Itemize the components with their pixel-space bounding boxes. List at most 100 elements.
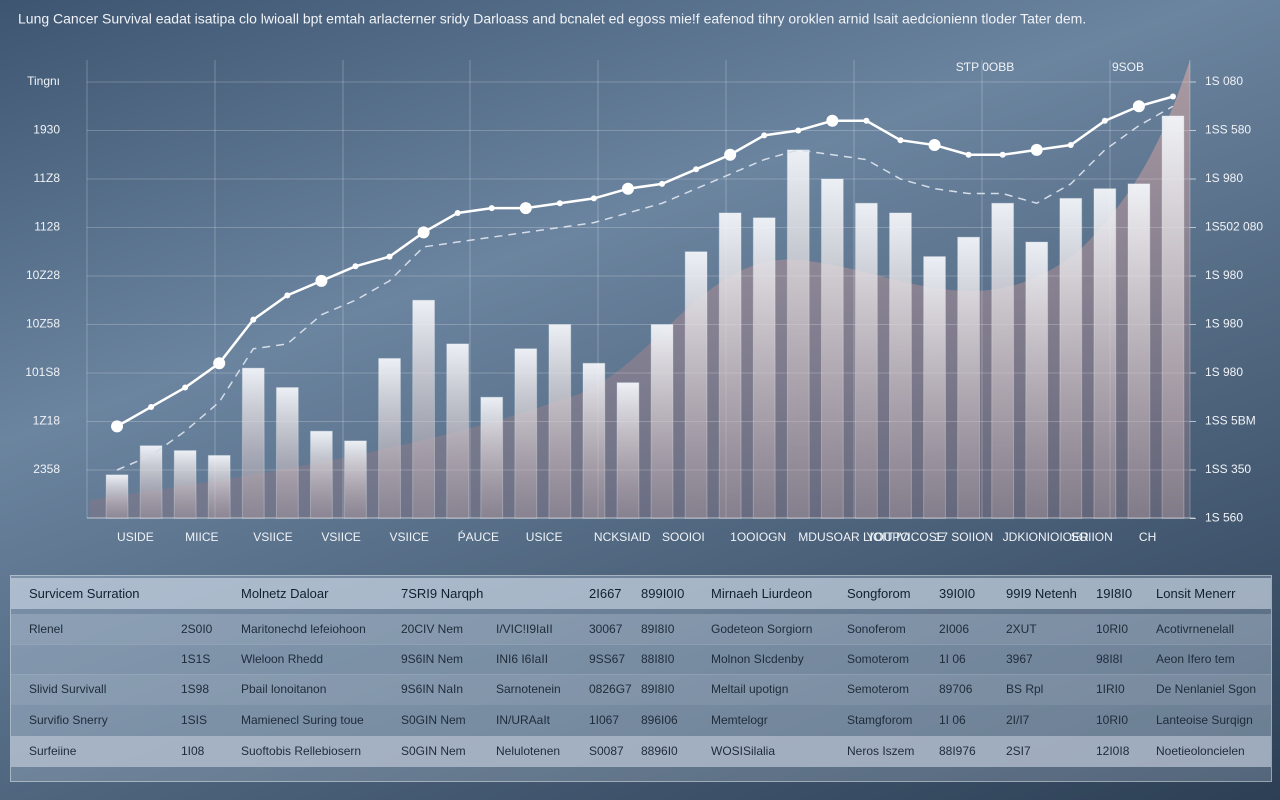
- line-point: [693, 166, 700, 173]
- bar: [820, 178, 844, 519]
- table-cell: 2ΧUT: [1006, 622, 1037, 636]
- bar: [1059, 197, 1083, 519]
- bar: [650, 324, 674, 519]
- table-cell: 1SIS: [181, 713, 208, 727]
- table-cell: Slivid Survivall: [29, 682, 107, 696]
- table-cell: Pbail lonoitanon: [241, 682, 327, 696]
- x-tick-label: MIICE: [185, 530, 218, 544]
- table-cell: 8896I0: [641, 744, 678, 758]
- table-cell: 1I 06: [939, 652, 966, 666]
- y2-tick-label: 1S 980: [1205, 268, 1243, 282]
- x-tick-label: ṔAUCE: [458, 529, 499, 544]
- table-cell: Nelulotenen: [496, 744, 561, 758]
- table-cell: 2I006: [939, 622, 970, 636]
- line-point: [1030, 143, 1043, 156]
- line-point: [250, 316, 257, 323]
- table-cell: 88I8I0: [641, 652, 675, 666]
- table-cell: Maritonechd lefeiohoon: [241, 622, 366, 636]
- line-point: [315, 274, 328, 287]
- y-tick-label: 1128: [34, 220, 60, 234]
- x-tick-label: USIDE: [117, 530, 154, 544]
- bar: [207, 454, 231, 520]
- line-point: [897, 137, 904, 144]
- bar: [105, 474, 129, 520]
- table-cell: 1S98: [181, 682, 210, 696]
- bar: [1127, 183, 1151, 519]
- y-tick-label: 10Z28: [26, 268, 60, 282]
- bar: [1025, 241, 1049, 520]
- y2-tick-label: 1S 980: [1205, 365, 1243, 379]
- y-tick-label: 101S8: [25, 365, 60, 379]
- table-cell: 30067: [589, 622, 623, 636]
- table-row: 1S1S Wleloon Rhedd 9S6IN Nem INI6 I6IaII 9SS…: [11, 644, 1271, 675]
- table-cell: S0GIN Nem: [401, 713, 466, 727]
- y2-tick-label: 1S502 080: [1205, 220, 1263, 234]
- table-row: Survifio Snerry 1SIS Mamienecl Suring toue…: [11, 705, 1271, 736]
- line-point: [386, 253, 393, 260]
- bar: [1161, 115, 1185, 519]
- table-cell: Lonsit Menerr: [1156, 586, 1236, 601]
- line-point: [590, 195, 597, 202]
- bar: [616, 382, 640, 520]
- table-cell: 89I8I0: [641, 622, 675, 636]
- table-cell: Stamgforom: [847, 713, 913, 727]
- x-tick-label: VSIICE: [390, 530, 429, 544]
- table-cell: Noetieoloncielen: [1156, 744, 1245, 758]
- table-cell: 99I9 Netenh: [1006, 586, 1077, 601]
- line-point: [999, 151, 1006, 158]
- table-cell: Memtelogr: [711, 713, 768, 727]
- bar: [275, 387, 299, 519]
- line-point: [761, 132, 768, 139]
- table-cell: 1I08: [181, 744, 205, 758]
- table-cell: Lanteoise Surqign: [1156, 713, 1253, 727]
- chart-title: Lung Cancer Survival eadat isatipa clo l…: [18, 11, 1086, 27]
- line-point: [417, 226, 430, 239]
- line-point: [1169, 93, 1176, 100]
- y-tick-label: 1930: [33, 123, 60, 137]
- table-cell: Semoterom: [847, 682, 910, 696]
- table-cell: Somoterom: [847, 652, 910, 666]
- table-cell: 2SI7: [1006, 744, 1031, 758]
- x-tick-label: NCKSIAID: [594, 530, 651, 544]
- x-tick-label: JDKIONIOIOER: [1003, 530, 1089, 544]
- line-point: [519, 202, 532, 215]
- table-cell: Molnon SIcdenby: [711, 652, 804, 666]
- table-header: Survicem Surration Molnetz Daloar 7SRI9 Na…: [11, 578, 1271, 609]
- bar: [582, 362, 606, 519]
- bar: [173, 450, 197, 520]
- line-point: [795, 127, 802, 134]
- table-cell: 9SS67: [589, 652, 626, 666]
- table-cell: Aeon Ifero tem: [1156, 652, 1235, 666]
- table-cell: 2S0I0: [181, 622, 213, 636]
- bar: [684, 251, 708, 519]
- table-cell: Mamienecl Suring toue: [241, 713, 364, 727]
- bar: [139, 445, 163, 519]
- x-tick-label: VSIICE: [321, 530, 360, 544]
- table-cell: IN/URAaIt: [496, 713, 551, 727]
- table-cell: 2I667: [589, 586, 622, 601]
- line-point: [1067, 142, 1074, 149]
- bar: [310, 430, 333, 520]
- table-cell: 20CIV Nem: [401, 622, 464, 636]
- table-row: Surfeiine 1I08 Suoftobis Rellebiosern S0GIN…: [11, 736, 1271, 767]
- background-area: [90, 60, 1190, 518]
- table-cell: 7SRI9 Narqph: [401, 586, 484, 601]
- y2-tick-label: 1SS 580: [1205, 123, 1251, 137]
- table-cell: 1I067: [589, 713, 620, 727]
- line-point: [148, 403, 155, 410]
- line-point: [488, 205, 495, 212]
- bar: [344, 440, 367, 519]
- bar: [241, 367, 265, 519]
- x-tick-label: 1OOIOGN: [730, 530, 786, 544]
- bar: [1093, 188, 1117, 519]
- table-cell: 39I0I0: [939, 586, 976, 601]
- bar: [548, 324, 572, 519]
- x-tick-label: 17 SOIION: [935, 530, 994, 544]
- table-cell: Surfeiine: [29, 744, 77, 758]
- y2-tick-label: 1S 080: [1205, 74, 1243, 88]
- table-cell: Neros Iszem: [847, 744, 915, 758]
- y2-tick-label: 1S 560: [1205, 511, 1243, 525]
- table-cell: 10RI0: [1096, 713, 1129, 727]
- table-cell: 9S6IN NaIn: [401, 682, 464, 696]
